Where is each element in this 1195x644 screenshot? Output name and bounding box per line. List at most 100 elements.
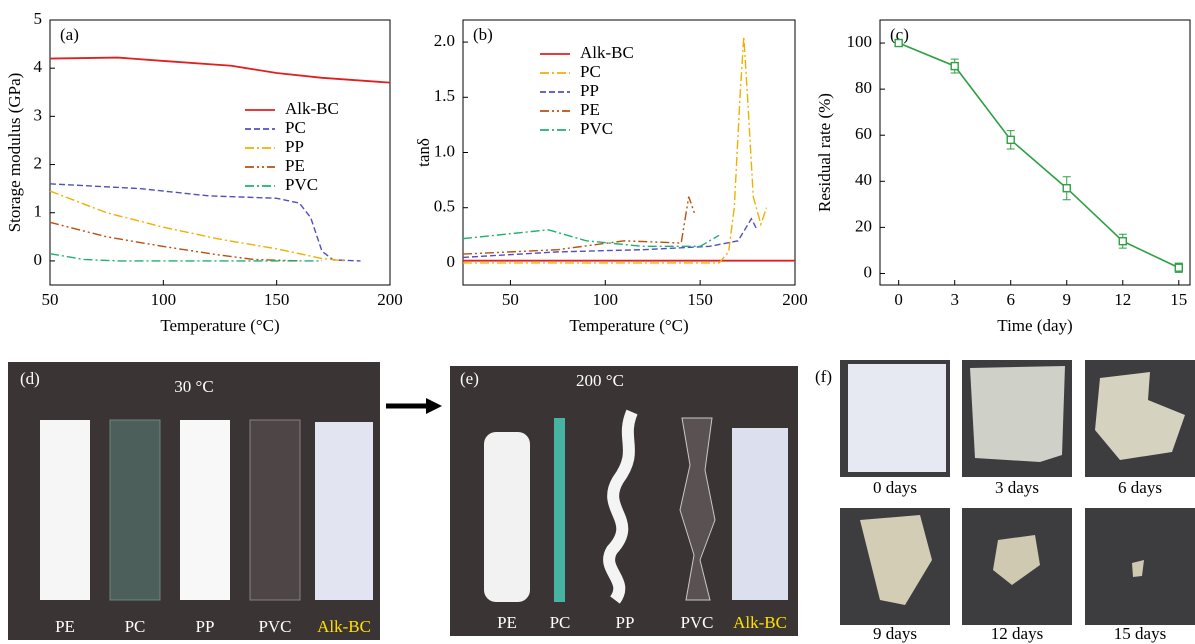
marker (1006, 135, 1015, 145)
x-tick-label: 200 (782, 290, 808, 309)
strip (315, 422, 373, 600)
strip (109, 419, 161, 601)
y-tick-label: 3 (34, 105, 43, 124)
x-tick-label: 6 (1006, 290, 1015, 309)
legend-label: PVC (285, 175, 318, 194)
y-tick-label: 0 (864, 262, 873, 281)
film (970, 366, 1065, 462)
x-axis-label: Time (day) (997, 316, 1072, 335)
sample-label: PP (616, 613, 635, 632)
series-line (898, 42, 1180, 269)
x-tick-label: 100 (151, 290, 177, 309)
y-tick-label: 0.5 (434, 197, 455, 216)
y-tick-label: 40 (855, 170, 872, 189)
y-tick-label: 1 (34, 202, 43, 221)
sample (679, 417, 716, 601)
sample (603, 409, 638, 604)
marker (1118, 237, 1127, 246)
strip (249, 419, 301, 601)
y-axis-label: Storage modulus (GPa) (5, 73, 24, 233)
y-axis-label: Residual rate (%) (815, 93, 834, 212)
arrow-head (426, 398, 442, 414)
panel-label: (a) (60, 25, 79, 44)
legend-label: PP (580, 81, 599, 100)
panel-label: (d) (20, 369, 40, 388)
x-tick-label: 0 (894, 290, 903, 309)
series-line (462, 217, 758, 259)
sample-label: Alk-BC (317, 617, 371, 636)
y-tick-label: 0 (447, 252, 456, 271)
day-label: 6 days (1118, 478, 1162, 497)
sample-label: Alk-BC (733, 613, 787, 632)
panel-label: (e) (460, 369, 479, 388)
y-tick-label: 100 (847, 32, 873, 51)
series-line (462, 229, 720, 248)
sample-label: PVC (680, 613, 713, 632)
film (1132, 560, 1144, 577)
legend-label: PC (580, 62, 601, 81)
marker (1062, 184, 1071, 193)
x-tick-label: 100 (593, 290, 619, 309)
x-tick-label: 150 (687, 290, 713, 309)
y-tick-label: 1.5 (434, 86, 455, 105)
sample-label: PE (55, 617, 75, 636)
panel-label: (f) (815, 367, 832, 386)
day-label: 9 days (873, 624, 917, 643)
legend-label: PE (285, 156, 305, 175)
x-axis-label: Temperature (°C) (569, 316, 688, 335)
sample (732, 428, 788, 600)
x-tick-label: 50 (42, 290, 59, 309)
x-tick-label: 3 (950, 290, 959, 309)
strip (180, 420, 230, 600)
y-axis-label: tanδ (414, 138, 433, 167)
x-axis-label: Temperature (°C) (160, 316, 279, 335)
legend-label: PVC (580, 119, 613, 138)
x-tick-label: 50 (502, 290, 519, 309)
day-label: 12 days (991, 624, 1043, 643)
legend-label: Alk-BC (580, 43, 634, 62)
y-tick-label: 4 (34, 57, 43, 76)
legend-label: PP (285, 137, 304, 156)
y-tick-label: 20 (855, 216, 872, 235)
day-label: 15 days (1114, 624, 1166, 643)
y-tick-label: 1.0 (434, 141, 455, 160)
series-line (49, 252, 322, 262)
plot-frame (879, 19, 1191, 286)
film (848, 364, 946, 472)
day-label: 3 days (995, 478, 1039, 497)
series-line (463, 36, 768, 264)
x-tick-label: 15 (1170, 290, 1187, 309)
sample-label: PE (497, 613, 517, 632)
y-tick-label: 2 (34, 153, 43, 172)
y-tick-label: 2.0 (434, 31, 455, 50)
x-tick-label: 12 (1114, 290, 1131, 309)
series-line (49, 183, 361, 262)
sample-label: PC (550, 613, 571, 632)
marker (950, 61, 959, 71)
x-tick-label: 9 (1062, 290, 1071, 309)
sample (484, 432, 530, 602)
series-line (462, 196, 696, 255)
legend-label: PC (285, 118, 306, 137)
film (1095, 372, 1185, 460)
day-label: 0 days (873, 478, 917, 497)
marker (894, 38, 903, 48)
film (993, 535, 1040, 585)
series-line (49, 190, 345, 262)
film (860, 515, 932, 605)
series-line (49, 56, 391, 84)
strip (40, 420, 90, 600)
temperature-label: 30 °C (174, 377, 213, 396)
panel-label: (b) (473, 25, 493, 44)
y-tick-label: 60 (855, 124, 872, 143)
sample (554, 418, 565, 602)
y-tick-label: 0 (34, 250, 43, 269)
marker (1174, 263, 1183, 272)
legend-label: Alk-BC (285, 99, 339, 118)
y-tick-label: 80 (855, 78, 872, 97)
plot-frame (49, 19, 391, 286)
x-tick-label: 200 (377, 290, 403, 309)
legend-label: PE (580, 100, 600, 119)
series-line (49, 221, 300, 262)
